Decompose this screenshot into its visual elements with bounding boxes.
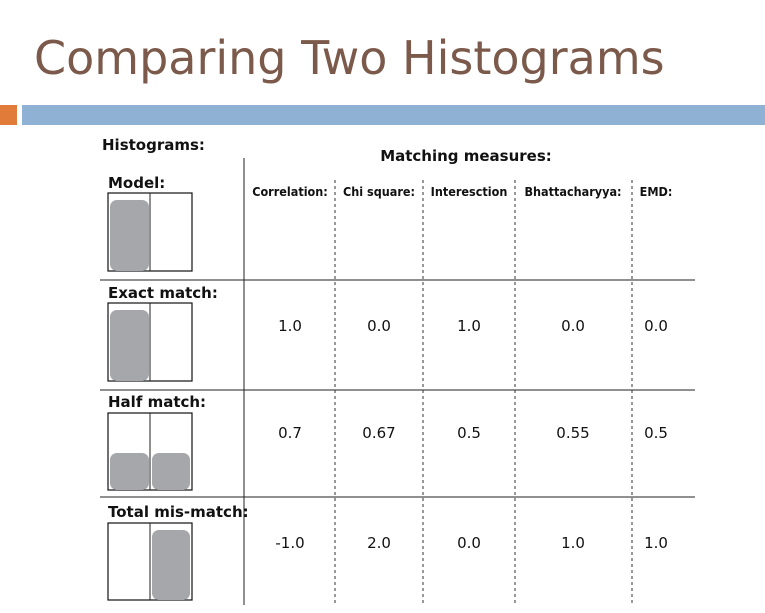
cell-value: -1.0 [275,534,304,552]
histogram-half [107,412,193,491]
histogram-bin [152,453,190,490]
histogram-model [107,192,193,272]
histograms-heading: Histograms: [102,136,205,154]
cell-value: 0.55 [556,424,589,442]
column-header: Chi square: [343,184,415,199]
cell-value: 0.5 [457,424,481,442]
cell-value: 1.0 [644,534,668,552]
cell-value: 0.7 [278,424,302,442]
slide-title: Comparing Two Histograms [34,31,665,85]
cell-value: 1.0 [457,317,481,335]
column-header: Bhattacharyya: [524,184,621,199]
row-label: Half match: [108,393,206,411]
cell-value: 0.67 [362,424,395,442]
column-header: EMD: [640,184,673,199]
histogram-mismatch [107,522,193,601]
accent-square [0,105,17,125]
row-label: Exact match: [108,284,218,302]
measures-heading: Matching measures: [380,147,552,165]
cell-value: 0.0 [561,317,585,335]
cell-value: 0.5 [644,424,668,442]
column-header: Correlation: [252,184,328,199]
cell-value: 1.0 [561,534,585,552]
cell-value: 1.0 [278,317,302,335]
histogram-bin [110,310,149,381]
cell-value: 0.0 [644,317,668,335]
cell-value: 2.0 [367,534,391,552]
histogram-bin [110,453,149,490]
cell-value: 0.0 [457,534,481,552]
histogram-bin [152,530,190,600]
header-bar [22,105,765,125]
cell-value: 0.0 [367,317,391,335]
row-label: Model: [108,174,165,192]
column-header: Interesction [431,184,508,199]
row-label: Total mis-match: [108,503,249,521]
histogram-exact [107,302,193,382]
histogram-bin [110,200,149,271]
